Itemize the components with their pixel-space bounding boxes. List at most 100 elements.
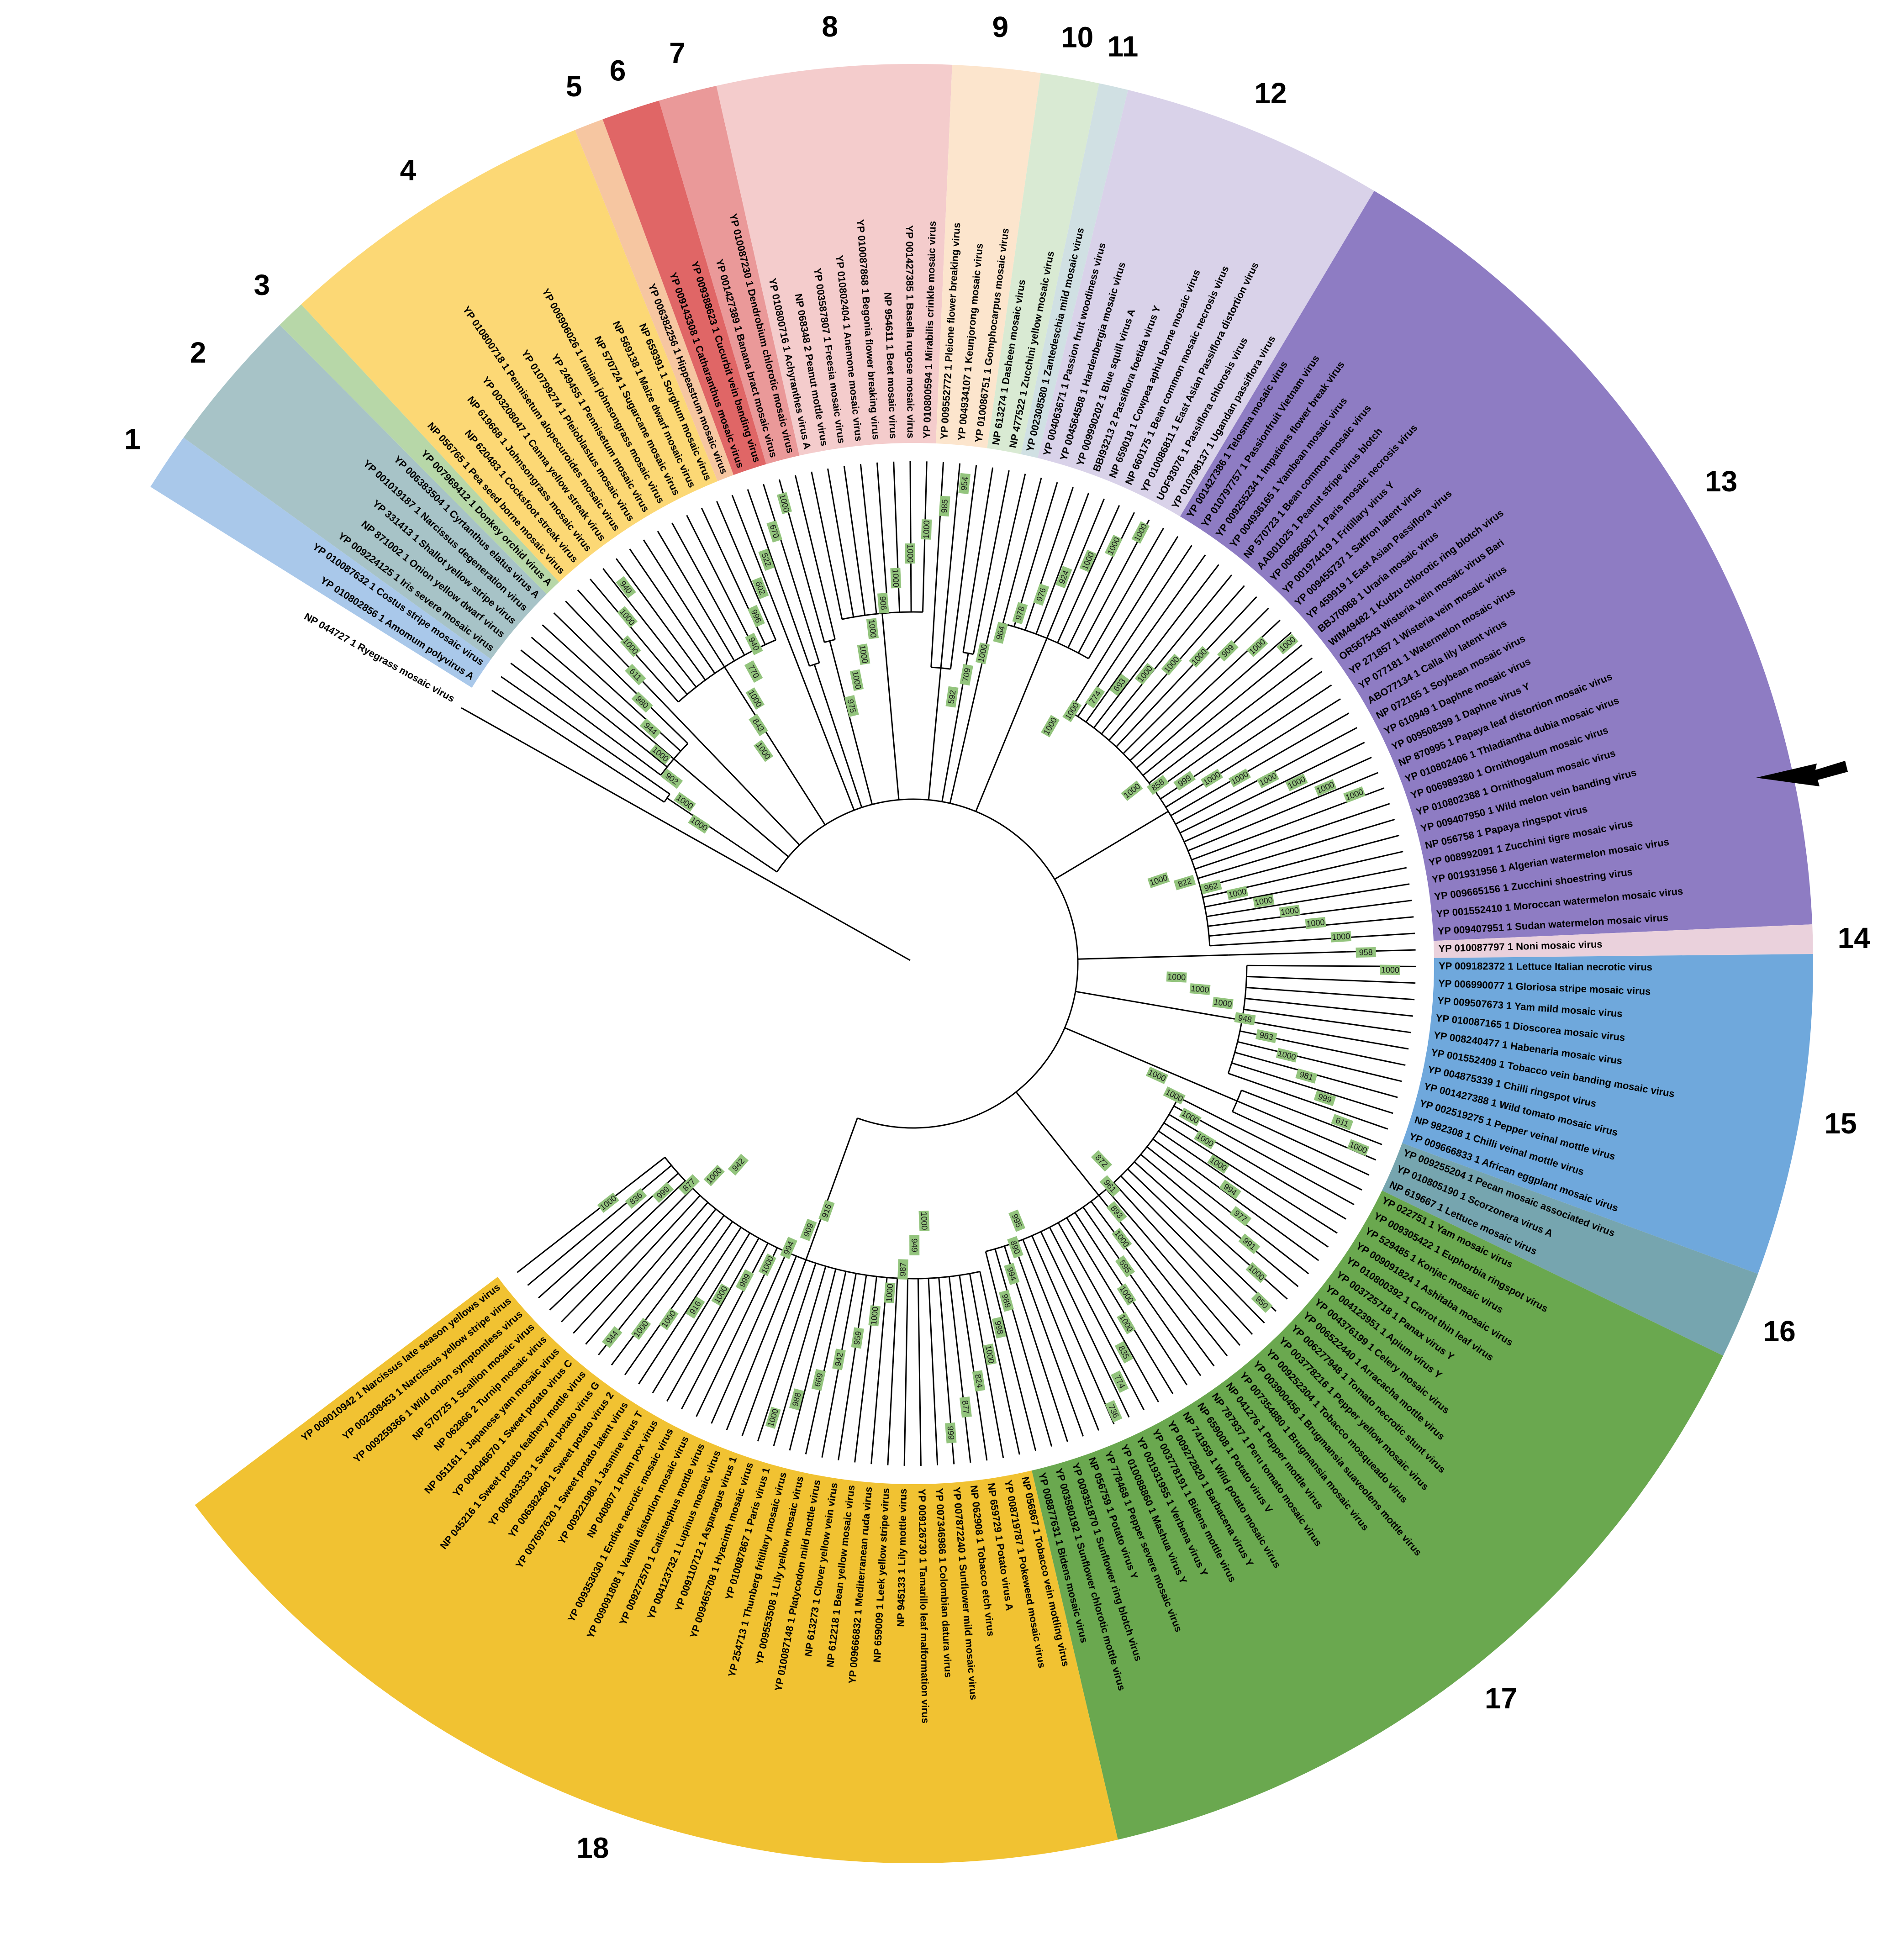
terminal-branch	[1017, 1327, 1053, 1447]
bootstrap-box	[1314, 779, 1337, 796]
clade-band-6	[602, 100, 766, 475]
clade-band-12	[1038, 90, 1375, 516]
internal-branch	[1208, 915, 1293, 927]
internal-branch	[1245, 997, 1340, 1009]
terminal-branch	[757, 1334, 793, 1442]
bootstrap-box	[1041, 715, 1060, 738]
terminal-branch	[973, 467, 994, 587]
internal-branch	[782, 546, 820, 663]
terminal-branch	[1046, 1377, 1068, 1442]
terminal-branch	[1198, 1219, 1288, 1300]
internal-branch	[940, 544, 953, 668]
terminal-branch	[1327, 867, 1407, 884]
bootstrap-box	[857, 643, 870, 665]
clade-band-3	[280, 304, 559, 594]
clade-arc	[1232, 1090, 1242, 1112]
bootstrap-box	[1161, 653, 1182, 676]
bootstrap-box	[711, 1283, 730, 1306]
bootstrap-box	[749, 714, 768, 737]
bootstrap-label: 1000	[1212, 996, 1234, 1010]
internal-branch	[1013, 1243, 1055, 1357]
bootstrap-box	[1330, 931, 1351, 943]
bootstrap-box	[616, 576, 636, 599]
bootstrap-label: 1000	[1189, 983, 1211, 995]
bootstrap-box	[1305, 917, 1326, 929]
terminal-branch	[923, 461, 928, 577]
bootstrap-box	[1131, 521, 1150, 544]
bootstrap-label: 909	[1217, 640, 1239, 662]
terminal-branch	[1055, 492, 1090, 580]
bootstrap-box	[1163, 1086, 1186, 1105]
bootstrap-box	[659, 1308, 679, 1330]
terminal-branch	[1160, 1271, 1228, 1357]
internal-branch	[668, 672, 688, 695]
bootstrap-label: 774	[1111, 1370, 1129, 1393]
bootstrap-box	[1117, 1283, 1136, 1306]
internal-branch	[643, 1208, 717, 1299]
bootstrap-box	[905, 543, 916, 564]
terminal-branch	[553, 612, 626, 683]
bootstrap-box	[1012, 602, 1028, 624]
bootstrap-box	[1200, 879, 1222, 895]
bootstrap-box	[921, 519, 932, 540]
internal-branch	[861, 591, 866, 616]
terminal-branch	[1250, 1246, 1299, 1287]
bootstrap-label: 1000	[649, 744, 671, 765]
bootstrap-box	[1112, 1228, 1132, 1250]
terminal-branch	[989, 1386, 1004, 1458]
bootstrap-box	[766, 520, 782, 543]
terminal-branch	[1111, 1318, 1159, 1402]
clade-band-1	[150, 437, 491, 688]
terminal-branch	[933, 1386, 939, 1465]
bootstrap-box	[601, 1326, 622, 1349]
internal-branch	[767, 587, 807, 687]
internal-branch	[726, 562, 766, 645]
terminal-branch	[1054, 1356, 1084, 1437]
bootstrap-box	[1147, 872, 1170, 888]
backbone-branch	[881, 613, 900, 800]
clade-band-5	[575, 119, 734, 481]
bootstrap-box	[1200, 769, 1223, 788]
bootstrap-label: 940	[745, 632, 763, 655]
clade-band-8	[716, 64, 952, 456]
terminal-branch	[560, 1254, 628, 1322]
terminal-branch	[542, 624, 629, 704]
bootstrap-box	[1229, 1206, 1252, 1227]
bootstrap-box	[897, 1259, 908, 1280]
clade-band-16	[1382, 1143, 1758, 1356]
clade-arc	[824, 638, 835, 643]
backbone-branch	[928, 668, 942, 800]
internal-branch	[1106, 1189, 1160, 1252]
bootstrap-box	[1145, 1066, 1169, 1084]
bootstrap-box	[999, 1290, 1014, 1312]
clade-bands	[150, 64, 1813, 1864]
terminal-branch	[1311, 916, 1414, 927]
bootstrap-label: 1000	[905, 543, 916, 564]
terminal-branch	[501, 676, 593, 741]
terminal-branch	[1240, 1203, 1319, 1261]
bootstrap-label: 994	[1004, 1263, 1020, 1285]
internal-branch	[755, 1256, 797, 1358]
bootstrap-box	[1007, 1236, 1023, 1259]
bootstrap-value: 1000	[1381, 965, 1399, 975]
terminal-branch	[573, 1251, 649, 1334]
bootstrap-box	[1109, 674, 1130, 696]
internal-branch	[994, 1249, 1018, 1328]
terminal-branch	[876, 462, 885, 556]
tree-branches	[491, 461, 1416, 1466]
internal-branch	[839, 538, 855, 617]
internal-branch	[948, 1276, 959, 1351]
terminal-branch	[1279, 1077, 1393, 1114]
terminal-branch	[1255, 670, 1323, 719]
bootstrap-box	[745, 632, 763, 655]
terminal-branch	[860, 464, 873, 574]
terminal-branch	[988, 470, 1010, 573]
terminal-branch	[1009, 1347, 1037, 1451]
internal-branch	[1209, 938, 1329, 947]
backbone-branch	[975, 638, 1048, 812]
internal-branch	[605, 1180, 686, 1257]
backbone-branch	[1015, 1091, 1100, 1196]
bootstrap-value: 877	[960, 1400, 971, 1414]
bootstrap-box	[1255, 1029, 1277, 1043]
bootstrap-box	[884, 1282, 896, 1303]
